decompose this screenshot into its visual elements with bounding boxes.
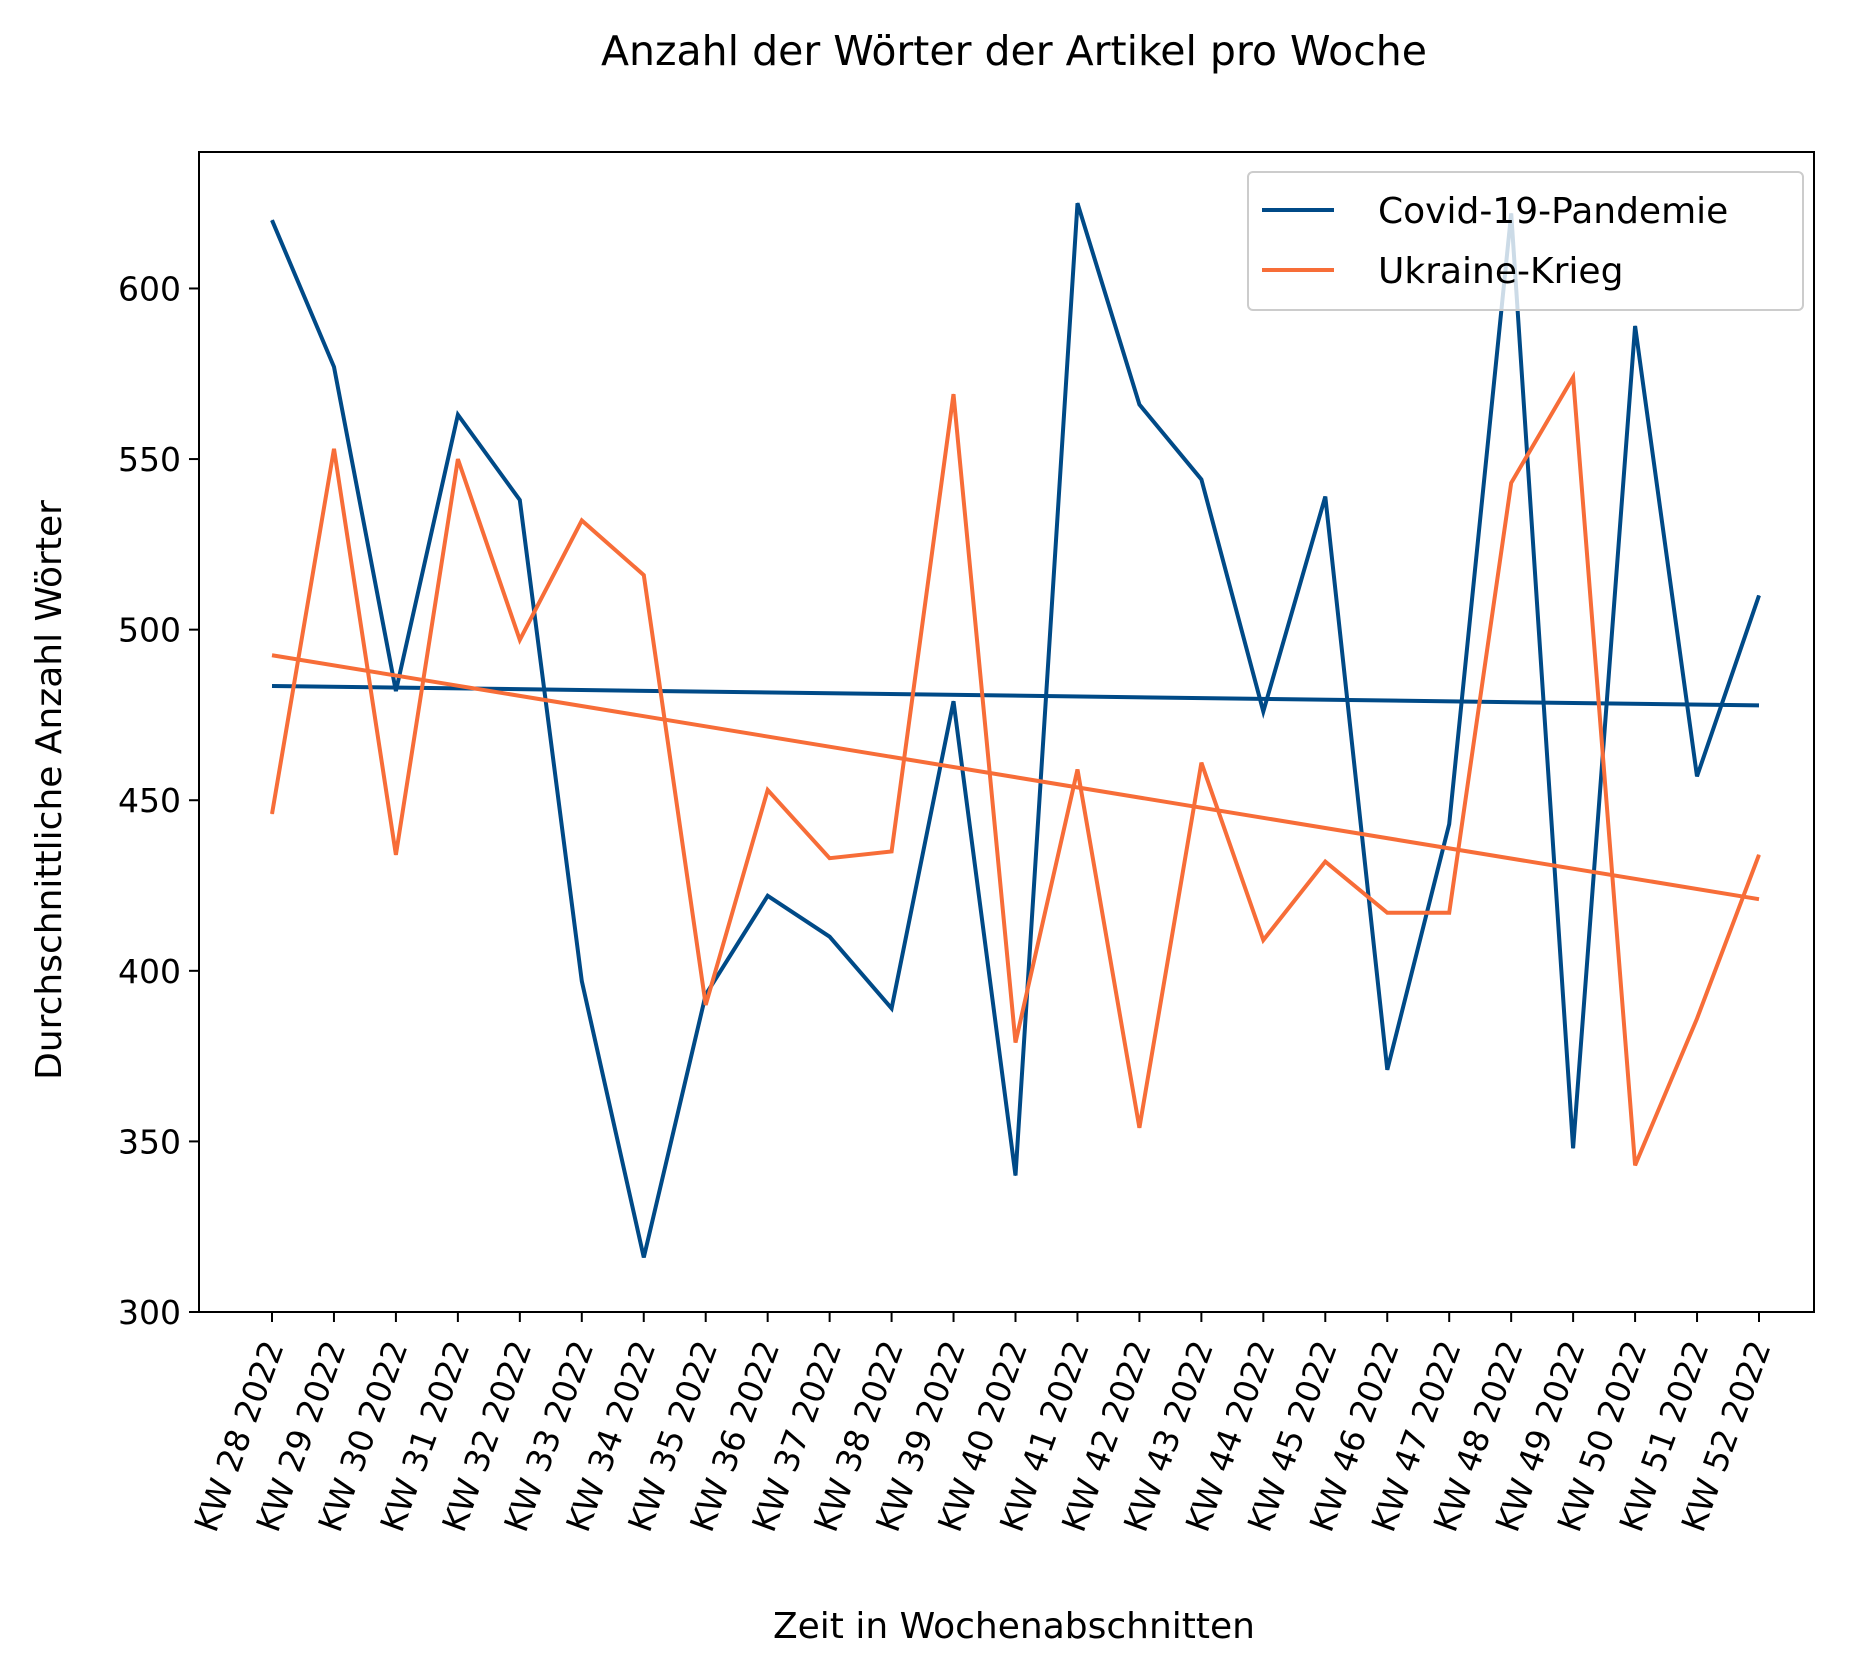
data-point-ukraine-krieg	[1324, 861, 1326, 863]
data-point-covid-19-pandemie	[1076, 202, 1078, 204]
data-point-ukraine-krieg	[1448, 912, 1450, 914]
y-tick-label: 400	[118, 952, 181, 991]
data-point-ukraine-krieg	[767, 789, 769, 791]
trend-line-ukraine-krieg	[271, 653, 1760, 902]
chart-title: Anzahl der Wörter der Artikel pro Woche	[601, 27, 1427, 75]
data-point-covid-19-pandemie	[1696, 775, 1698, 777]
data-point-covid-19-pandemie	[767, 895, 769, 897]
data-point-covid-19-pandemie	[829, 936, 831, 938]
data-point-ukraine-krieg	[519, 639, 521, 641]
data-point-covid-19-pandemie	[1448, 823, 1450, 825]
y-tick-label: 450	[118, 781, 181, 820]
data-point-ukraine-krieg	[1572, 376, 1574, 378]
data-point-covid-19-pandemie	[1572, 1147, 1574, 1149]
y-tick-label: 500	[118, 611, 181, 650]
data-point-covid-19-pandemie	[519, 499, 521, 501]
data-point-covid-19-pandemie	[271, 219, 273, 221]
data-point-covid-19-pandemie	[1262, 711, 1264, 713]
y-tick-label: 300	[118, 1293, 181, 1332]
data-point-ukraine-krieg	[705, 1004, 707, 1006]
y-tick-label: 350	[118, 1122, 181, 1161]
data-point-covid-19-pandemie	[333, 366, 335, 368]
y-axis-label: Durchschnittliche Anzahl Wörter	[29, 500, 70, 1080]
data-point-covid-19-pandemie	[1015, 1175, 1016, 1177]
data-point-ukraine-krieg	[1262, 939, 1264, 941]
y-tick-label: 600	[118, 269, 181, 308]
data-point-covid-19-pandemie	[1138, 403, 1140, 405]
data-point-ukraine-krieg	[829, 857, 831, 859]
data-point-ukraine-krieg	[1015, 1041, 1016, 1043]
data-point-covid-19-pandemie	[1386, 1069, 1388, 1071]
legend-label-ukraine-krieg: Ukraine-Krieg	[1378, 251, 1623, 292]
data-point-ukraine-krieg	[333, 448, 335, 450]
data-point-ukraine-krieg	[1696, 1018, 1698, 1020]
data-point-ukraine-krieg	[953, 393, 955, 395]
data-point-ukraine-krieg	[891, 850, 893, 852]
data-point-ukraine-krieg	[1076, 769, 1078, 771]
data-point-covid-19-pandemie	[1324, 496, 1326, 498]
data-point-covid-19-pandemie	[1758, 595, 1760, 597]
data-point-covid-19-pandemie	[581, 980, 583, 982]
data-point-ukraine-krieg	[1200, 762, 1202, 764]
legend-label-covid-19-pandemie: Covid-19-Pandemie	[1378, 191, 1728, 232]
plot-frame	[198, 151, 1815, 1313]
data-point-ukraine-krieg	[1510, 482, 1512, 484]
data-point-covid-19-pandemie	[1634, 325, 1636, 327]
data-point-ukraine-krieg	[643, 574, 645, 576]
x-axis-label: Zeit in Wochenabschnitten	[773, 1606, 1255, 1647]
y-tick-label: 550	[118, 440, 181, 479]
data-point-covid-19-pandemie	[643, 1256, 645, 1258]
data-point-ukraine-krieg	[1138, 1127, 1140, 1129]
data-point-ukraine-krieg	[271, 813, 273, 815]
data-point-covid-19-pandemie	[1200, 479, 1202, 481]
legend-box	[1247, 171, 1804, 311]
trend-line-covid-19-pandemie	[271, 683, 1760, 708]
data-point-ukraine-krieg	[581, 519, 583, 521]
data-point-ukraine-krieg	[395, 854, 397, 856]
data-point-ukraine-krieg	[457, 458, 459, 460]
data-point-covid-19-pandemie	[395, 690, 397, 692]
data-point-covid-19-pandemie	[891, 1007, 893, 1009]
data-point-ukraine-krieg	[1634, 1164, 1636, 1166]
data-point-covid-19-pandemie	[953, 700, 955, 702]
data-point-ukraine-krieg	[1758, 854, 1760, 856]
data-point-ukraine-krieg	[1386, 912, 1388, 914]
data-point-covid-19-pandemie	[457, 414, 459, 416]
legend: Covid-19-Pandemie Ukraine-Krieg	[1247, 171, 1804, 311]
